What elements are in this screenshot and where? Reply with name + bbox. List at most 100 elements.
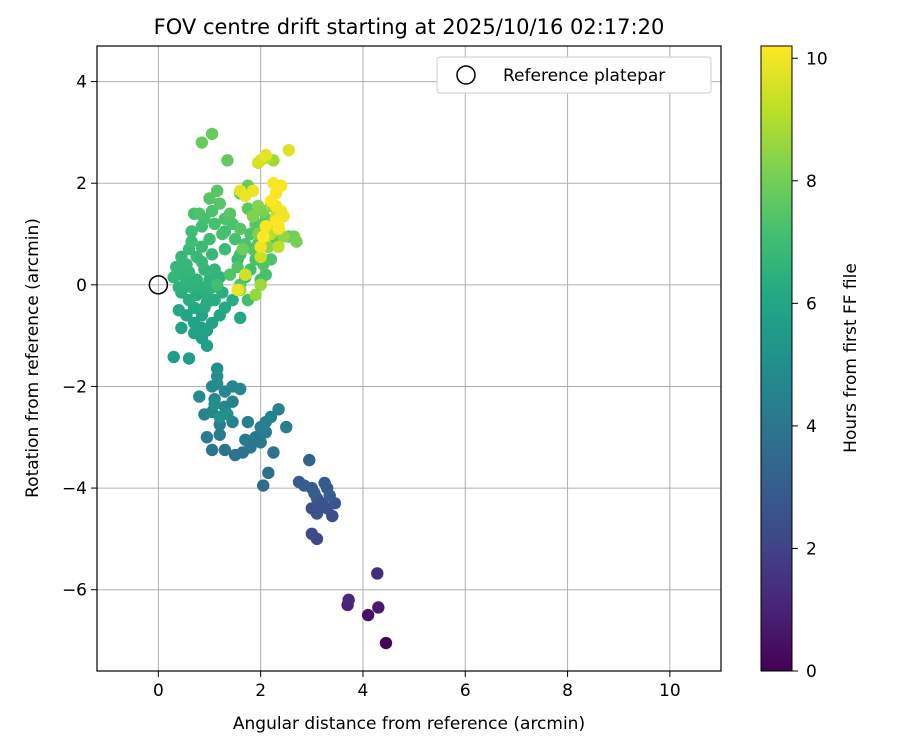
x-tick-label: 10 xyxy=(659,681,681,701)
data-point xyxy=(259,220,272,233)
data-point xyxy=(210,362,224,375)
data-point xyxy=(208,263,221,276)
data-point xyxy=(272,403,285,416)
data-point xyxy=(264,410,278,424)
data-point xyxy=(280,420,293,434)
data-point xyxy=(195,136,209,149)
data-point xyxy=(318,476,331,490)
data-point xyxy=(234,311,247,325)
data-point xyxy=(259,149,272,162)
colorbar-tick-label: 0 xyxy=(806,662,817,682)
data-point xyxy=(167,350,180,364)
colorbar-tick-label: 4 xyxy=(806,417,817,437)
data-point xyxy=(185,225,198,238)
data-point xyxy=(208,217,221,231)
data-point xyxy=(246,210,260,223)
data-point xyxy=(305,527,319,541)
data-point xyxy=(254,278,267,292)
data-point xyxy=(216,227,229,241)
data-point xyxy=(239,433,252,447)
data-point xyxy=(342,593,355,607)
data-point xyxy=(308,486,321,500)
data-point xyxy=(175,321,188,335)
data-point xyxy=(272,240,285,253)
x-tick-label: 0 xyxy=(153,681,164,701)
data-point xyxy=(223,207,237,220)
data-point xyxy=(231,260,244,274)
data-point xyxy=(274,179,288,192)
legend-marker xyxy=(456,65,476,85)
data-point xyxy=(231,283,244,297)
data-point xyxy=(228,232,242,246)
data-point xyxy=(213,410,226,424)
data-point xyxy=(372,601,385,614)
data-point xyxy=(257,230,270,243)
data-point xyxy=(182,352,196,365)
data-point xyxy=(193,207,206,220)
data-point xyxy=(323,489,336,502)
data-point xyxy=(262,466,275,480)
data-point xyxy=(282,143,296,157)
data-point xyxy=(218,301,232,314)
data-point xyxy=(246,184,260,198)
y-tick-label: −2 xyxy=(62,377,87,397)
x-tick-label: 4 xyxy=(358,681,369,701)
legend-box xyxy=(436,56,712,94)
x-axis: 0 2 4 6 8 10 xyxy=(153,671,681,701)
data-point xyxy=(361,608,375,622)
data-point xyxy=(187,316,201,330)
colorbar-tick-label: 2 xyxy=(806,539,817,559)
data-point xyxy=(267,446,280,459)
data-point xyxy=(221,154,234,167)
data-points xyxy=(167,127,393,650)
colorbar-label: Hours from first FF file xyxy=(841,263,861,453)
data-point xyxy=(170,260,183,274)
data-point xyxy=(200,431,214,444)
data-point xyxy=(379,636,393,650)
data-point xyxy=(195,240,209,253)
colorbar-ticks: 0 2 4 6 8 10 xyxy=(792,49,828,682)
data-point xyxy=(305,502,319,515)
data-point xyxy=(213,428,226,441)
x-tick-label: 6 xyxy=(460,681,471,701)
data-point xyxy=(213,197,226,210)
data-point xyxy=(205,248,219,261)
data-point xyxy=(210,278,224,292)
data-point xyxy=(272,220,285,233)
data-point xyxy=(175,250,188,264)
x-axis-label: Angular distance from reference (arcmin) xyxy=(233,714,585,734)
data-point xyxy=(264,194,278,208)
y-tick-label: −6 xyxy=(62,581,87,601)
data-point xyxy=(226,395,239,408)
data-point xyxy=(234,382,247,396)
data-point xyxy=(208,398,221,411)
legend-label: Reference platepar xyxy=(503,66,665,86)
data-point xyxy=(167,270,180,284)
x-tick-label: 2 xyxy=(255,681,266,701)
y-tick-label: 0 xyxy=(76,276,87,296)
colorbar-tick-label: 10 xyxy=(806,49,828,69)
y-tick-label: 4 xyxy=(76,73,87,93)
colorbar-tick-label: 6 xyxy=(806,294,817,314)
data-point xyxy=(241,415,255,429)
data-point xyxy=(303,453,316,467)
data-point xyxy=(203,192,216,205)
y-axis: 4 2 0 −2 −4 −6 xyxy=(62,73,97,601)
data-point xyxy=(251,199,265,213)
chart-title: FOV centre drift starting at 2025/10/16 … xyxy=(154,15,665,39)
data-point xyxy=(223,268,237,281)
reference-point xyxy=(148,275,169,295)
data-point xyxy=(205,443,219,457)
data-point xyxy=(249,431,262,444)
data-point xyxy=(205,316,219,330)
data-point xyxy=(236,243,249,256)
data-point xyxy=(254,240,267,253)
legend: Reference platepar xyxy=(436,56,712,94)
data-point xyxy=(259,268,272,281)
data-point xyxy=(205,204,219,218)
data-point xyxy=(190,250,203,264)
data-point xyxy=(239,268,252,281)
data-point xyxy=(249,288,262,302)
data-point xyxy=(257,479,270,492)
